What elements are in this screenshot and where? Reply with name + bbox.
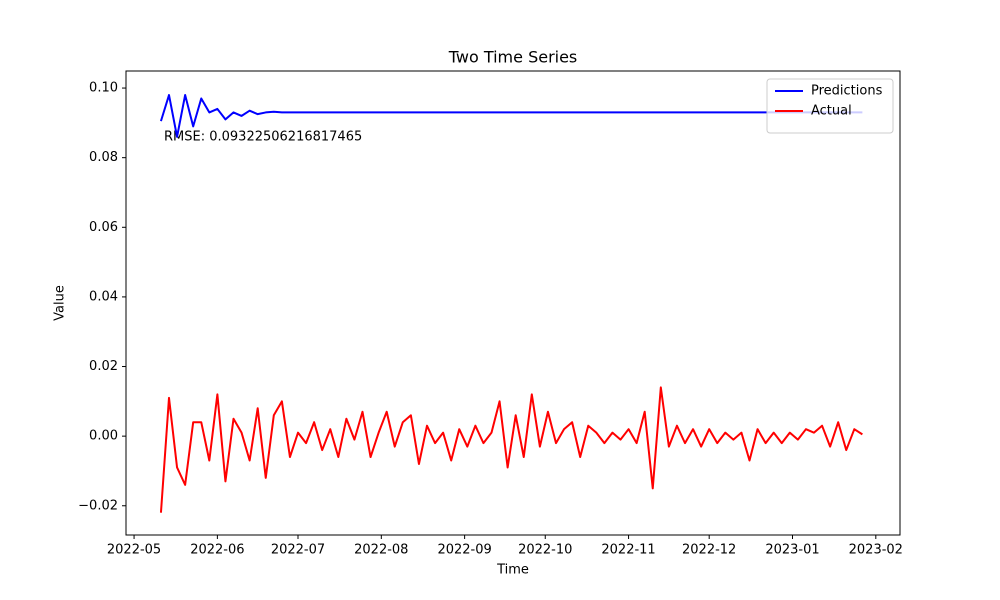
y-axis-label: Value bbox=[53, 285, 68, 321]
x-tick-label: 2022-07 bbox=[271, 543, 325, 558]
x-tick-label: 2022-08 bbox=[354, 543, 408, 558]
x-tick-label: 2023-01 bbox=[765, 543, 819, 558]
x-tick-label: 2023-02 bbox=[849, 543, 903, 558]
axes-frame bbox=[125, 70, 901, 536]
x-tick-label: 2022-05 bbox=[107, 543, 161, 558]
x-tick-label: 2022-09 bbox=[437, 543, 491, 558]
y-tick-label: 0.04 bbox=[89, 289, 118, 304]
legend-label: Actual bbox=[811, 104, 852, 119]
legend-label: Predictions bbox=[811, 84, 883, 99]
y-tick-label: 0.06 bbox=[89, 220, 118, 235]
y-tick-label: −0.02 bbox=[78, 498, 118, 513]
y-tick-label: 0.02 bbox=[89, 359, 118, 374]
x-axis-label: Time bbox=[496, 563, 529, 578]
x-tick-label: 2022-12 bbox=[682, 543, 736, 558]
x-tick-label: 2022-10 bbox=[518, 543, 572, 558]
y-tick-label: 0.10 bbox=[89, 81, 118, 96]
legend-box bbox=[766, 78, 894, 134]
y-tick-label: 0.08 bbox=[89, 150, 118, 165]
series-line bbox=[159, 94, 863, 138]
series-line bbox=[159, 386, 863, 513]
x-tick-label: 2022-06 bbox=[190, 543, 244, 558]
annotation: RMSE: 0.09322506216817465 bbox=[164, 130, 362, 145]
x-tick-label: 2022-11 bbox=[601, 543, 655, 558]
y-tick-label: 0.00 bbox=[89, 429, 118, 444]
chart-title: Two Time Series bbox=[448, 48, 578, 67]
